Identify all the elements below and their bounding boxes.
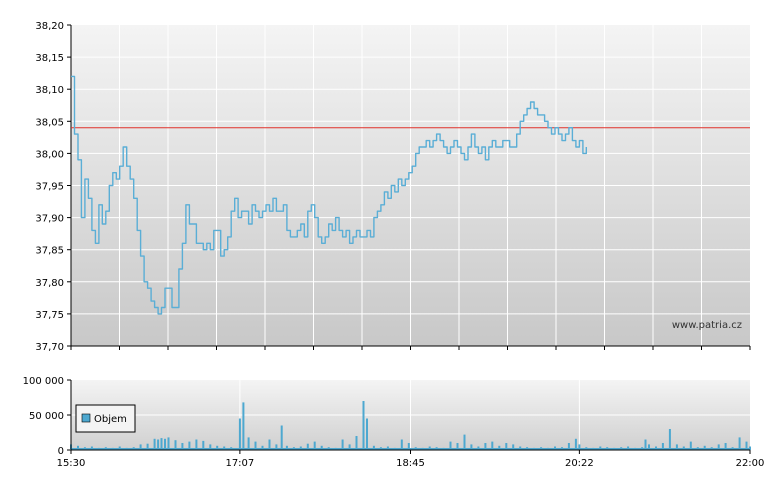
volume-bar: [139, 444, 142, 450]
volume-bar: [745, 441, 748, 450]
volume-bar: [306, 443, 309, 450]
volume-bar: [724, 443, 727, 450]
price-y-tick-label: 38,10: [35, 85, 64, 96]
volume-bar: [242, 402, 245, 450]
volume-bar: [648, 444, 650, 450]
volume-bar: [209, 444, 212, 450]
price-y-tick-label: 37,80: [35, 278, 64, 289]
volume-bar: [484, 443, 487, 450]
volume-bar: [164, 438, 166, 450]
volume-baseline: [71, 448, 750, 450]
volume-bar: [285, 445, 288, 450]
price-y-tick-label: 37,70: [35, 342, 64, 353]
volume-bar: [407, 443, 410, 450]
price-y-tick-label: 38,20: [35, 21, 64, 32]
volume-bar: [275, 444, 278, 450]
volume-bar: [77, 445, 79, 450]
volume-bar: [703, 445, 706, 450]
price-y-tick-label: 37,85: [35, 246, 64, 257]
volume-bar: [498, 445, 501, 450]
price-y-tick-label: 38,15: [35, 53, 64, 64]
legend-label: Objem: [94, 414, 127, 425]
volume-bar: [463, 434, 466, 450]
price-y-tick-label: 37,95: [35, 182, 64, 193]
price-y-tick-label: 38,05: [35, 117, 64, 128]
volume-bar: [578, 444, 581, 450]
volume-bar: [505, 443, 508, 450]
volume-bar: [268, 439, 271, 450]
volume-bar: [366, 418, 368, 450]
volume-y-tick-label: 0: [58, 446, 64, 457]
volume-bar: [661, 443, 664, 450]
price-y-tick-label: 37,90: [35, 214, 64, 225]
volume-bar: [153, 438, 156, 450]
x-tick-label: 18:45: [396, 458, 425, 469]
volume-bar: [644, 439, 647, 450]
volume-bar: [449, 441, 452, 450]
price-y-tick-label: 37,75: [35, 310, 64, 321]
volume-bar: [400, 439, 403, 450]
volume-panel: 100 000 50 000 015:30 17:07 18:45 20:22 22:00 O…: [23, 376, 765, 469]
volume-y-tick-label: 50 000: [29, 411, 64, 422]
volume-bar: [491, 441, 494, 450]
volume-bar: [216, 445, 219, 450]
x-tick-label: 17:07: [225, 458, 254, 469]
volume-bar: [202, 440, 205, 450]
volume-bar: [675, 444, 678, 450]
x-tick-label: 22:00: [736, 458, 765, 469]
volume-bar: [174, 440, 177, 450]
volume-bar: [254, 441, 257, 450]
volume-bar: [188, 441, 191, 450]
volume-bar: [181, 443, 184, 450]
volume-bar: [313, 441, 316, 450]
price-series-line: [71, 75, 587, 315]
volume-legend: Objem: [75, 404, 136, 433]
x-tick-label: 15:30: [57, 458, 86, 469]
volume-bar: [167, 437, 170, 450]
price-y-tick-label: 38,00: [35, 149, 64, 160]
x-tick-label: 20:22: [565, 458, 594, 469]
volume-bar: [456, 443, 459, 450]
volume-bar: [470, 444, 473, 450]
watermark: www.patria.cz: [672, 320, 742, 331]
price-panel: 38,20 38,15 38,10 38,05 38,00 37,95 37,90 37,85…: [35, 21, 751, 353]
volume-bar: [157, 439, 160, 450]
volume-bar: [195, 439, 198, 450]
volume-bar: [341, 439, 344, 450]
volume-bar: [160, 438, 163, 450]
volume-bar: [738, 437, 741, 450]
volume-bar: [512, 444, 515, 450]
volume-bar: [355, 436, 358, 450]
volume-bar: [320, 445, 323, 450]
volume-bar: [362, 401, 365, 450]
volume-bar: [146, 443, 149, 450]
volume-bar: [574, 438, 577, 450]
volume-bar: [668, 429, 671, 450]
volume-bar: [348, 444, 351, 450]
volume-bar: [567, 443, 570, 450]
volume-bar: [280, 425, 283, 450]
volume-bar: [372, 445, 375, 450]
volume-bar: [238, 418, 241, 450]
volume-bar: [689, 441, 692, 450]
legend-swatch: [81, 413, 91, 423]
volume-bar: [717, 444, 720, 450]
volume-bar: [247, 437, 250, 450]
volume-bar: [261, 445, 264, 450]
volume-y-tick-label: 100 000: [23, 376, 64, 387]
